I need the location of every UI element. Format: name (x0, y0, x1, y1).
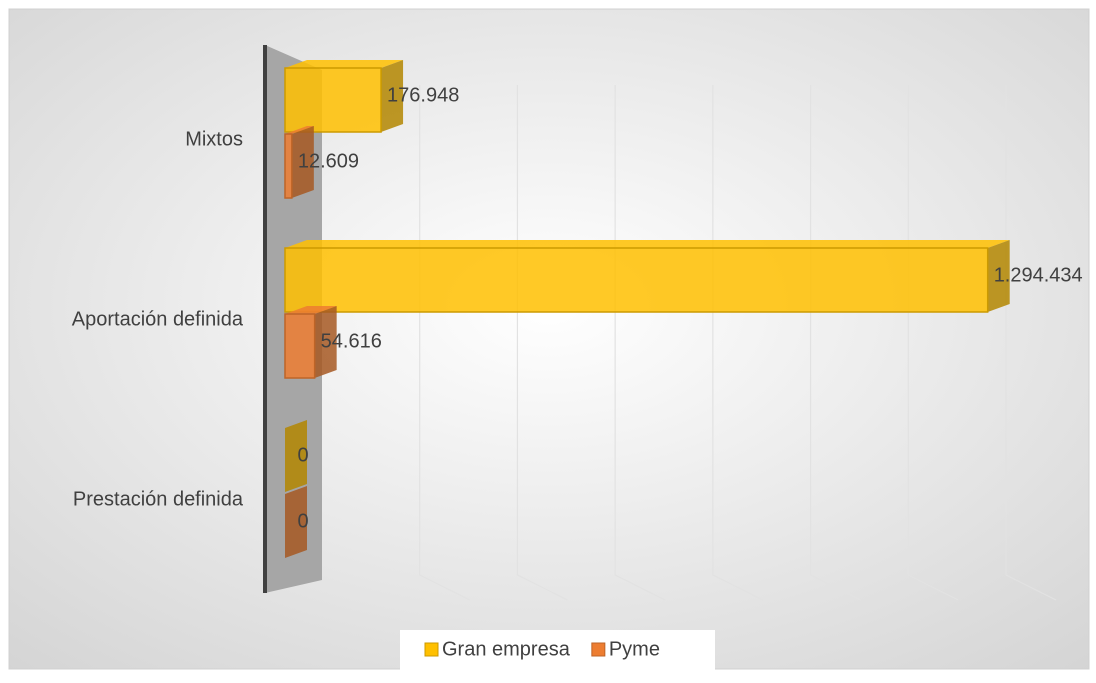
bar-side (381, 60, 404, 132)
bar-side (314, 306, 337, 378)
data-label: 176.948 (387, 84, 459, 106)
bar (284, 313, 316, 379)
bar-top (285, 240, 1010, 248)
data-label: 0 (297, 510, 308, 532)
legend-swatch (591, 642, 606, 657)
data-label: 1.294.434 (994, 264, 1083, 286)
legend-box (400, 630, 715, 670)
legend-label: Pyme (609, 638, 660, 660)
bar-top (285, 126, 314, 134)
chart-background (8, 8, 1090, 670)
legend-swatch (424, 642, 439, 657)
bar (284, 133, 293, 199)
bar (284, 247, 989, 313)
y-tick-label: Prestación definida (73, 488, 244, 510)
bar-side (285, 486, 307, 558)
bar-top (285, 60, 404, 68)
y-tick-label: Mixtos (185, 128, 243, 150)
bar (284, 67, 382, 133)
y-tick-label: Aportación definida (72, 308, 244, 330)
data-label: 54.616 (321, 330, 382, 352)
data-label: 12.609 (298, 150, 359, 172)
bar-side (987, 240, 1010, 312)
bar-side (285, 420, 307, 492)
data-label: 0 (297, 444, 308, 466)
bar-top (285, 306, 337, 314)
legend-label: Gran empresa (442, 638, 571, 660)
bar-side (291, 126, 314, 198)
